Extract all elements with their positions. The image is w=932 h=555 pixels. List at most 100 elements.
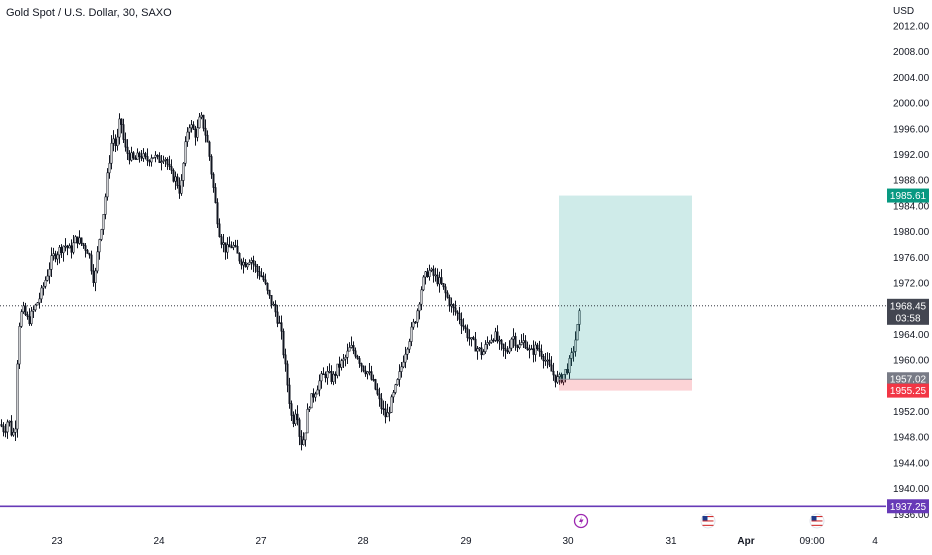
candle bbox=[230, 241, 233, 249]
candle bbox=[474, 332, 477, 352]
candle bbox=[366, 371, 369, 380]
candle bbox=[222, 234, 225, 253]
price-lines bbox=[0, 305, 886, 508]
candle bbox=[48, 262, 51, 284]
candle bbox=[170, 159, 173, 174]
candle bbox=[330, 365, 333, 385]
candle bbox=[316, 385, 319, 395]
us-flag-icon[interactable] bbox=[700, 513, 716, 529]
candle bbox=[150, 154, 153, 167]
candle bbox=[274, 300, 277, 317]
price-tick-label: 1980.00 bbox=[893, 227, 930, 238]
price-tick-label: 1952.00 bbox=[893, 407, 930, 418]
candle bbox=[428, 264, 431, 281]
candle bbox=[120, 118, 123, 134]
candle bbox=[308, 406, 311, 412]
candle bbox=[560, 372, 563, 384]
candle bbox=[284, 348, 287, 372]
time-tick-label: 23 bbox=[51, 536, 63, 547]
time-tick-label: 31 bbox=[665, 536, 677, 547]
candle bbox=[0, 419, 3, 428]
lightning-icon[interactable] bbox=[573, 513, 589, 529]
candle bbox=[234, 239, 237, 248]
candle bbox=[156, 154, 159, 160]
candle bbox=[364, 365, 367, 377]
candle bbox=[276, 304, 279, 328]
candle bbox=[190, 119, 193, 133]
target-zone[interactable] bbox=[559, 195, 692, 380]
candle bbox=[436, 268, 439, 287]
price-tick-label: 2008.00 bbox=[893, 47, 930, 58]
price-tick-label: 1940.00 bbox=[893, 484, 930, 495]
candle bbox=[452, 303, 455, 316]
candle bbox=[84, 242, 87, 258]
candle bbox=[98, 238, 101, 260]
candle bbox=[144, 151, 147, 160]
candle bbox=[8, 420, 11, 427]
candle bbox=[264, 273, 267, 286]
stop-zone[interactable] bbox=[559, 379, 692, 391]
candle bbox=[40, 285, 43, 303]
candle bbox=[334, 371, 337, 384]
candle bbox=[158, 152, 161, 163]
time-tick-label: 28 bbox=[357, 536, 369, 547]
time-tick-label: 4 bbox=[872, 536, 878, 547]
candle bbox=[370, 365, 373, 381]
candle bbox=[46, 269, 49, 282]
candle bbox=[340, 358, 343, 371]
candle bbox=[304, 432, 307, 447]
position-tool[interactable] bbox=[559, 195, 692, 391]
candle bbox=[396, 378, 399, 386]
candle bbox=[12, 427, 15, 437]
candle bbox=[408, 338, 411, 354]
svg-text:03:58: 03:58 bbox=[895, 313, 920, 324]
candle bbox=[182, 162, 185, 187]
candle bbox=[568, 355, 571, 380]
candle bbox=[178, 177, 181, 199]
currency-label: USD bbox=[893, 6, 915, 17]
candle bbox=[142, 148, 145, 162]
time-tick-label: 29 bbox=[460, 536, 472, 547]
candle bbox=[280, 315, 283, 340]
candle bbox=[30, 306, 33, 326]
candle bbox=[248, 259, 251, 266]
candle bbox=[302, 432, 305, 446]
candle bbox=[254, 260, 257, 273]
target-price-label: 1985.61 bbox=[887, 188, 929, 203]
symbol-title[interactable]: Gold Spot / U.S. Dollar, 30, SAXO bbox=[4, 6, 174, 20]
candle bbox=[250, 257, 253, 270]
candle bbox=[68, 243, 71, 249]
candle bbox=[536, 342, 539, 351]
candle bbox=[102, 214, 105, 235]
candle bbox=[298, 417, 301, 446]
us-flag-icon[interactable] bbox=[809, 513, 825, 529]
price-tick-label: 2000.00 bbox=[893, 99, 930, 110]
candle bbox=[32, 306, 35, 319]
candle bbox=[292, 411, 295, 428]
candle bbox=[372, 374, 375, 382]
candle bbox=[318, 374, 321, 397]
price-tick-label: 1960.00 bbox=[893, 356, 930, 367]
candle bbox=[400, 362, 403, 378]
candle bbox=[472, 335, 475, 341]
candle bbox=[116, 128, 119, 151]
entry-price-label: 1957.02 bbox=[887, 372, 929, 387]
candle bbox=[288, 377, 291, 409]
price-tick-label: 1964.00 bbox=[893, 330, 930, 341]
candle bbox=[232, 241, 235, 251]
candle bbox=[2, 422, 5, 437]
candle bbox=[526, 341, 529, 351]
candle bbox=[468, 329, 471, 346]
candle bbox=[296, 405, 299, 426]
candle bbox=[110, 135, 113, 170]
candle bbox=[388, 406, 391, 422]
candle bbox=[478, 346, 481, 352]
candle bbox=[416, 308, 419, 328]
candle bbox=[204, 119, 207, 143]
candle bbox=[16, 360, 19, 438]
candle bbox=[522, 333, 525, 348]
candle bbox=[312, 388, 315, 403]
time-tick-label: 09:00 bbox=[799, 536, 824, 547]
